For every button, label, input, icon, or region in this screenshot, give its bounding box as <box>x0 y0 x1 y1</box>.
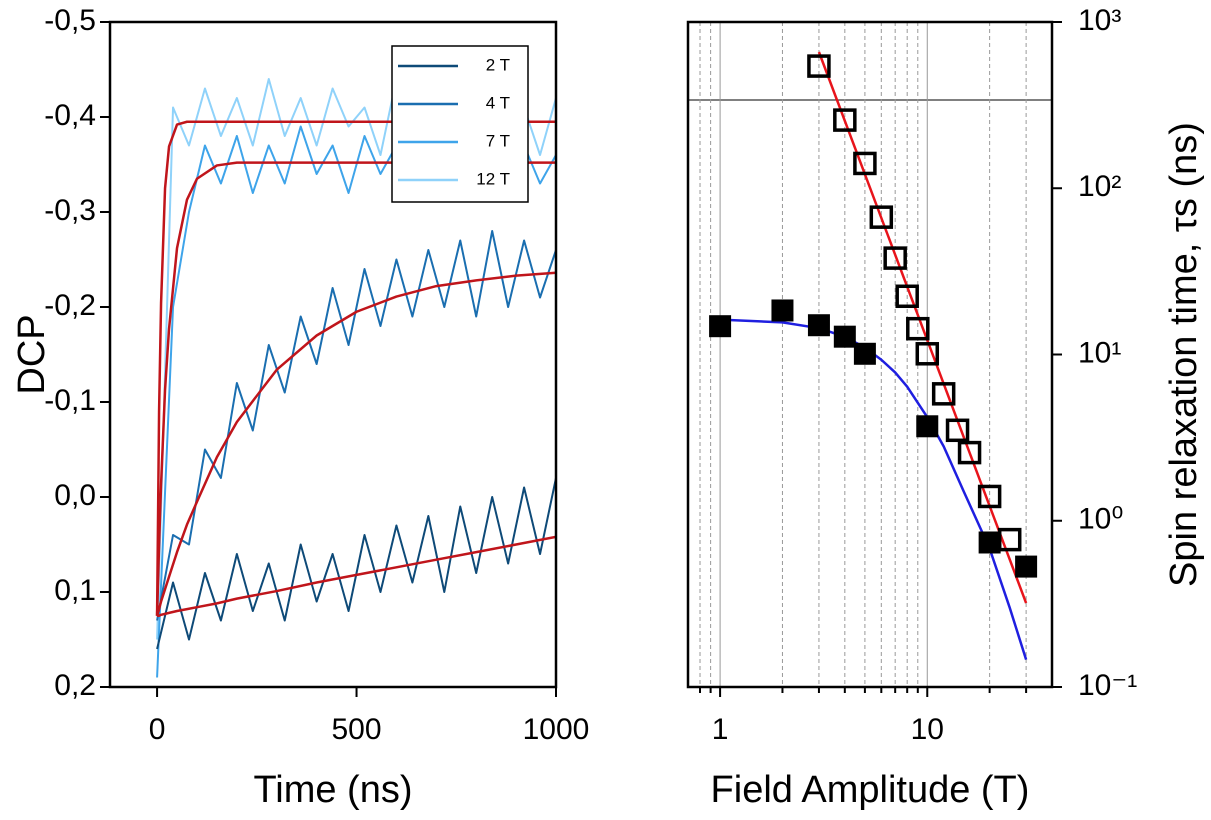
data-line <box>156 477 556 650</box>
marker <box>771 299 794 322</box>
marker <box>978 531 1001 554</box>
y-axis-label: Spin relaxation time, τs (ns) <box>1163 122 1205 587</box>
marker <box>916 415 939 438</box>
plot-frame <box>686 20 1054 689</box>
plot-frame <box>108 20 558 689</box>
y-tick-label: -0,2 <box>44 289 96 322</box>
marker <box>1015 555 1038 578</box>
x-tick-label: 0 <box>149 713 166 746</box>
y-tick-label: -0,4 <box>44 99 96 132</box>
y-tick-label: 0,1 <box>54 574 96 607</box>
marker <box>807 54 831 78</box>
y-tick-label: -0,3 <box>44 194 96 227</box>
y-tick-label: 10¹ <box>1078 336 1121 369</box>
marker <box>853 342 876 365</box>
data-line <box>156 125 556 678</box>
marker <box>977 484 1002 509</box>
marker <box>931 382 956 406</box>
legend-label: 12 T <box>476 169 510 188</box>
y-tick-label: -0,1 <box>44 384 96 417</box>
y-tick-label: 10³ <box>1078 4 1121 37</box>
marker <box>957 440 982 465</box>
fit-line <box>157 535 556 617</box>
marker <box>915 342 940 366</box>
y-tick-label: 10² <box>1078 170 1121 203</box>
legend-label: 4 T <box>486 93 510 112</box>
x-tick-label: 500 <box>332 713 382 746</box>
marker <box>853 151 877 176</box>
x-tick-label: 1000 <box>523 713 590 746</box>
legend-label: 2 T <box>486 55 510 74</box>
y-tick-label: 10⁻¹ <box>1078 669 1137 702</box>
marker <box>807 314 830 337</box>
marker <box>895 284 919 309</box>
y-tick-label: 0,2 <box>54 669 96 702</box>
x-axis-label: Field Amplitude (T) <box>711 769 1030 811</box>
x-tick-label: 10 <box>911 713 944 746</box>
x-tick-label: 1 <box>712 713 729 746</box>
fit-line <box>155 271 556 617</box>
fit-line <box>817 51 1028 604</box>
marker <box>833 325 856 348</box>
x-axis-label: Time (ns) <box>253 769 412 811</box>
y-axis-label: DCP <box>11 314 53 394</box>
marker <box>869 205 894 229</box>
y-tick-label: -0,5 <box>44 4 96 37</box>
data-line <box>156 230 556 621</box>
y-tick-label: 10⁰ <box>1078 503 1123 536</box>
marker <box>906 316 930 341</box>
y-tick-label: 0,0 <box>54 479 96 512</box>
legend-box <box>391 45 529 203</box>
marker <box>883 246 907 270</box>
legend-label: 7 T <box>486 131 510 150</box>
marker <box>945 418 970 443</box>
marker <box>709 315 732 338</box>
plot-area <box>709 51 1038 661</box>
marker <box>833 108 857 132</box>
